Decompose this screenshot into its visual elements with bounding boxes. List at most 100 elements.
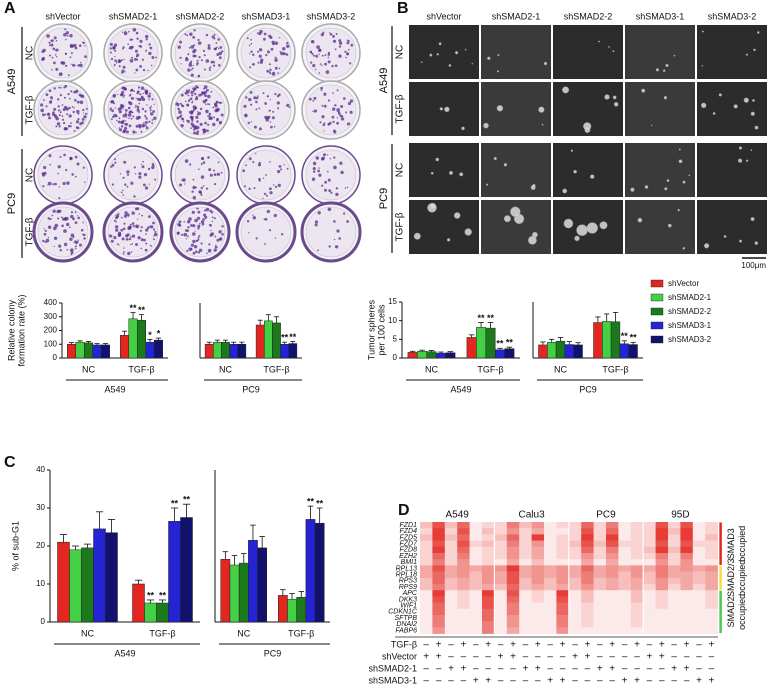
colony [66, 35, 69, 37]
colony [126, 173, 130, 176]
heatmap-cell [444, 621, 458, 628]
x-tick-label: TGF-β [602, 364, 628, 374]
colony [211, 220, 213, 223]
colony [126, 185, 129, 188]
sphere [483, 122, 489, 129]
heatmap-cell [494, 621, 508, 628]
colony [324, 180, 327, 184]
colony [194, 97, 199, 101]
sphere [701, 30, 704, 33]
condition-sign: + [560, 676, 566, 687]
colony [124, 126, 128, 130]
colony [262, 92, 265, 95]
heatmap-cell [519, 584, 532, 591]
colony [124, 113, 128, 117]
significance: ** [506, 338, 514, 348]
colony [57, 165, 61, 169]
colony [213, 173, 217, 177]
colony [286, 167, 289, 170]
heatmap-cell [469, 565, 483, 572]
colony [41, 56, 46, 61]
colony [120, 216, 123, 219]
colony [121, 125, 123, 128]
colony [186, 34, 189, 37]
colony [151, 163, 154, 166]
colony [338, 39, 342, 43]
colony [145, 38, 148, 41]
colony [280, 168, 282, 171]
sphere [429, 53, 433, 57]
sphere [576, 224, 588, 236]
heatmap-cell [494, 565, 508, 572]
colony [205, 33, 209, 37]
group-label: A549 [378, 68, 390, 94]
colony [194, 230, 196, 232]
colony [138, 175, 142, 179]
colony [203, 90, 208, 94]
colony [150, 64, 153, 67]
colony [114, 158, 117, 161]
colony [114, 161, 117, 164]
colony [127, 43, 129, 45]
colony [349, 62, 352, 65]
sphere [528, 235, 537, 245]
colony [213, 183, 217, 186]
heatmap-cell [531, 615, 545, 622]
colony [130, 96, 134, 100]
heatmap-cell [494, 584, 508, 591]
colony [66, 248, 69, 251]
dish-inner [305, 27, 357, 79]
sphere [750, 217, 755, 222]
x-tick-label: TGF-β [263, 364, 289, 374]
colony [317, 249, 319, 252]
colony [138, 111, 141, 114]
colony [53, 245, 55, 247]
condition-sign: + [423, 652, 429, 663]
sphere [563, 218, 574, 229]
colony [57, 172, 59, 175]
significance: ** [159, 590, 167, 600]
heatmap-cell [680, 608, 694, 616]
row-label: NC [395, 45, 406, 59]
colony [109, 107, 113, 110]
colony [273, 184, 275, 186]
heatmap-cell [680, 565, 694, 572]
colony [333, 238, 336, 241]
colony [115, 228, 119, 232]
heatmap-cell [618, 627, 632, 634]
colony [151, 165, 155, 170]
gene-label: WIF1 [400, 603, 417, 610]
heatmap-cell [469, 608, 483, 616]
heatmap-cell [531, 553, 545, 560]
heatmap-cell [556, 522, 570, 529]
legend-swatch [650, 335, 664, 344]
condition-sign: – [684, 676, 690, 687]
colony [250, 121, 252, 123]
colony [54, 182, 57, 186]
heatmap-cell [432, 615, 446, 622]
column-group-label: 95D [671, 510, 689, 521]
heatmap-cell [655, 534, 669, 541]
colony [154, 230, 157, 233]
colony [153, 238, 155, 241]
colony [75, 89, 79, 94]
x-tick-label: TGF-β [149, 628, 175, 638]
bar [573, 344, 583, 359]
colony [195, 85, 199, 89]
sphere [436, 53, 439, 56]
colony [76, 109, 80, 114]
group-label: PC9 [242, 384, 260, 394]
condition-sign: – [436, 676, 442, 687]
heatmap-cell [444, 584, 458, 591]
heatmap-cell [420, 522, 433, 529]
sphere [754, 125, 759, 130]
colony [110, 57, 114, 61]
colony [51, 98, 53, 100]
heatmap-cell [606, 553, 619, 560]
sphere [613, 102, 619, 107]
bar [120, 335, 130, 359]
heatmap-cell [606, 608, 619, 616]
colony [181, 179, 184, 182]
sphere [486, 183, 489, 186]
colony [253, 125, 257, 129]
